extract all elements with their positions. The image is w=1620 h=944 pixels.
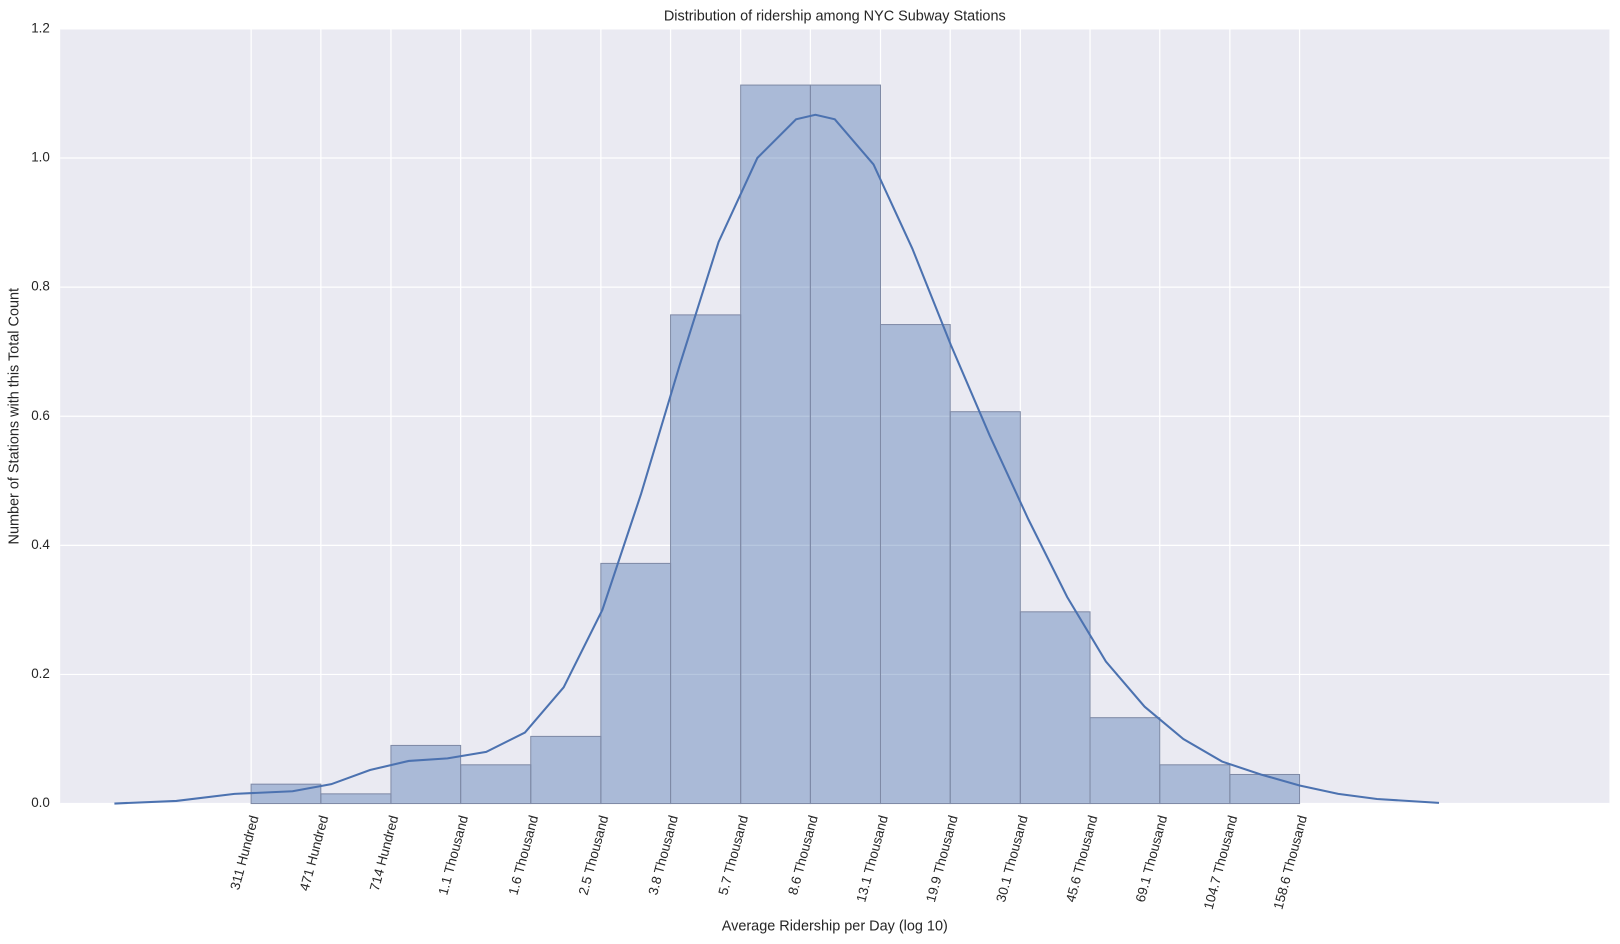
y-tick-label: 1.2 — [31, 20, 50, 35]
y-tick-label: 0.8 — [31, 279, 50, 294]
x-tick-label: 714 Hundred — [367, 814, 402, 893]
bar — [740, 84, 811, 805]
y-tick-label: 1.0 — [31, 150, 50, 165]
x-tick-label: 471 Hundred — [297, 814, 332, 893]
x-tick-label: 13.1 Thousand — [853, 814, 891, 904]
x-tick-label: 311 Hundred — [227, 814, 261, 892]
bar — [1019, 611, 1091, 805]
y-tick-label: 0.4 — [31, 537, 50, 552]
y-tick-label: 0.0 — [31, 795, 50, 810]
chart-title: Distribution of ridership among NYC Subw… — [664, 8, 1006, 24]
x-tick-label: 19.9 Thousand — [923, 814, 961, 904]
x-tick-label: 158.6 Thousand — [1271, 814, 1311, 911]
x-tick-label: 5.7 Thousand — [715, 814, 751, 897]
bar — [1159, 764, 1231, 805]
x-tick-label: 1.6 Thousand — [506, 814, 542, 897]
x-tick-label: 3.8 Thousand — [645, 814, 681, 897]
x-tick-label: 104.7 Thousand — [1201, 814, 1241, 911]
bar — [600, 562, 672, 805]
x-tick-label: 1.1 Thousand — [435, 814, 471, 897]
bar — [670, 314, 742, 805]
x-tick-label: 45.6 Thousand — [1063, 814, 1101, 904]
bar — [390, 744, 462, 805]
x-axis-label: Average Ridership per Day (log 10) — [722, 918, 948, 934]
y-tick-label: 0.6 — [31, 408, 50, 423]
bar — [1229, 773, 1301, 805]
x-tick-label: 8.6 Thousand — [785, 814, 821, 897]
y-axis-label: Number of Stations with this Total Count — [7, 288, 23, 545]
y-tick-label: 0.2 — [31, 666, 50, 681]
bar — [460, 764, 532, 805]
bar — [530, 735, 602, 805]
bar — [320, 793, 392, 805]
kde-line — [114, 113, 1440, 805]
x-tick-label: 30.1 Thousand — [993, 814, 1031, 904]
x-tick-label: 2.5 Thousand — [576, 814, 612, 897]
x-tick-label: 69.1 Thousand — [1133, 814, 1171, 904]
bar — [809, 84, 882, 805]
bar — [879, 324, 951, 805]
bar — [949, 411, 1021, 805]
bar — [1089, 717, 1161, 805]
